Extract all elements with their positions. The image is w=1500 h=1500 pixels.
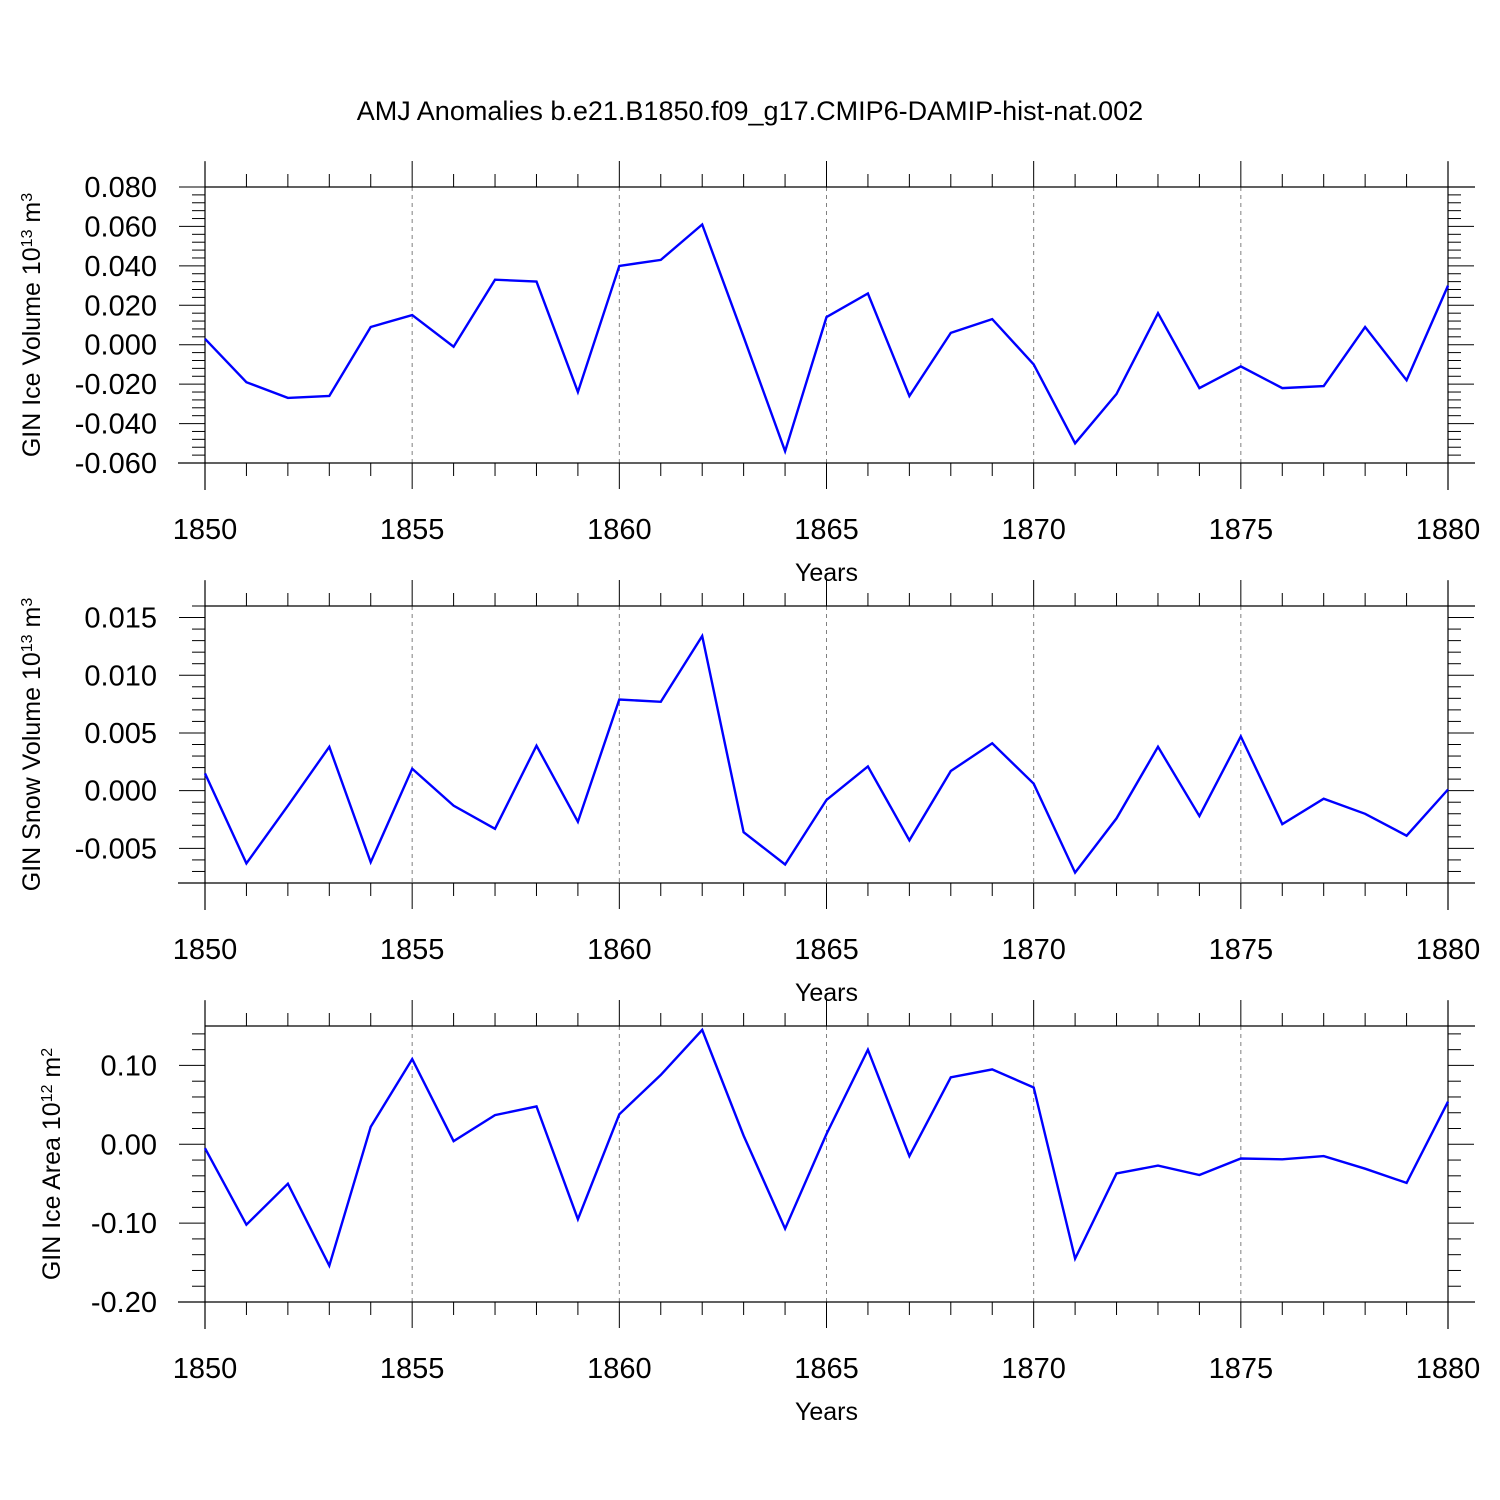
y-tick-label: 0.040 <box>84 251 157 283</box>
y-tick-label: 0.005 <box>84 718 157 750</box>
y-axis-label: GIN Snow Volume 1013 m3 <box>18 598 46 892</box>
x-tick-label: 1870 <box>1001 514 1066 546</box>
x-tick-label: 1875 <box>1209 934 1274 966</box>
y-tick-label: 0.020 <box>84 290 157 322</box>
y-tick-label: 0.010 <box>84 660 157 692</box>
y-axis-label: GIN Ice Volume 1013 m3 <box>18 193 46 457</box>
y-tick-label: 0.00 <box>101 1129 157 1161</box>
series-line <box>204 222 1450 455</box>
x-tick-label: 1860 <box>587 514 652 546</box>
y-tick-label: -0.040 <box>75 409 157 441</box>
panel-3: 1850 1855 1860 1865 1870 1875 1880 -0.20 -0.10 0.… <box>38 1000 1480 1426</box>
panel-2: 1850 1855 1860 1865 1870 1875 1880 -0.005 0.000 0… <box>18 580 1480 1007</box>
y-tick-label: 0.060 <box>84 211 157 243</box>
x-tick-label: 1875 <box>1209 514 1274 546</box>
y-tick-label: -0.20 <box>91 1287 157 1319</box>
y-tick-label: 0.000 <box>84 776 157 808</box>
y-axis-label: GIN Ice Area 1012 m2 <box>38 1048 66 1280</box>
x-tick-label: 1855 <box>380 514 445 546</box>
figure-title: AMJ Anomalies b.e21.B1850.f09_g17.CMIP6-… <box>356 96 1144 126</box>
panel-1: 1850 1855 1860 1865 1870 1875 1880 -0.060 -0.040… <box>18 161 1480 587</box>
x-tick-label: 1865 <box>794 934 859 966</box>
x-tick-label: 1855 <box>380 1353 445 1385</box>
x-tick-label: 1875 <box>1209 1353 1274 1385</box>
y-tick-label: -0.005 <box>75 833 157 865</box>
x-tick-label: 1860 <box>587 1353 652 1385</box>
y-tick-label: -0.060 <box>75 448 157 480</box>
x-axis-label: Years <box>795 1398 858 1426</box>
x-tick-label: 1850 <box>173 934 238 966</box>
y-tick-label: 0.000 <box>84 330 157 362</box>
x-tick-label: 1865 <box>794 1353 859 1385</box>
y-tick-label: -0.10 <box>91 1208 157 1240</box>
x-tick-label: 1860 <box>587 934 652 966</box>
x-tick-label: 1880 <box>1416 514 1481 546</box>
x-tick-label: 1870 <box>1001 1353 1066 1385</box>
x-tick-label: 1880 <box>1416 934 1481 966</box>
x-tick-label: 1865 <box>794 514 859 546</box>
x-tick-label: 1850 <box>173 514 238 546</box>
x-tick-label: 1880 <box>1416 1353 1481 1385</box>
y-tick-label: 0.10 <box>101 1050 157 1082</box>
x-tick-label: 1855 <box>380 934 445 966</box>
y-tick-label: 0.080 <box>84 172 157 204</box>
y-tick-label: -0.020 <box>75 369 157 401</box>
x-tick-label: 1870 <box>1001 934 1066 966</box>
series-line <box>203 1027 1450 1269</box>
x-tick-label: 1850 <box>173 1353 238 1385</box>
y-tick-label: 0.015 <box>84 603 157 635</box>
